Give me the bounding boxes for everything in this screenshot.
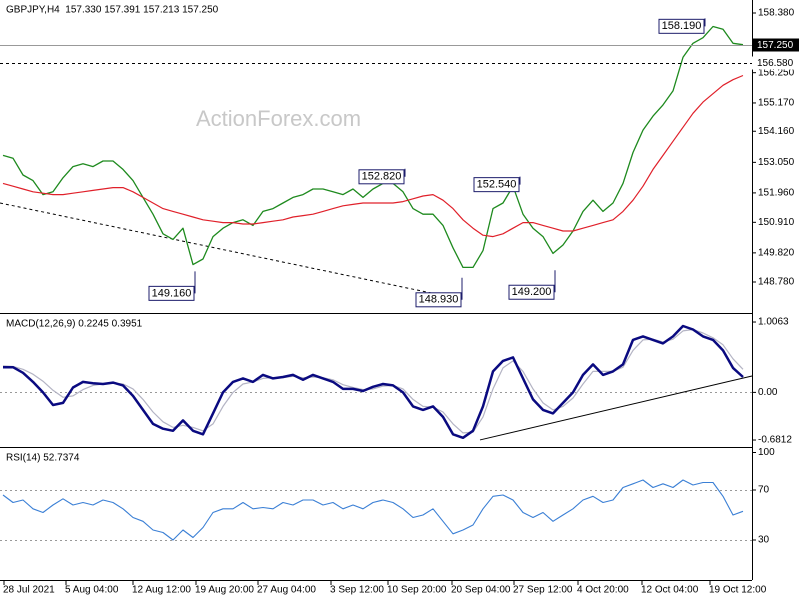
annotation-label: 149.160 — [152, 287, 192, 299]
frame — [0, 0, 753, 581]
annotation-label: 152.820 — [362, 171, 402, 183]
pane-title: RSI(14) 52.7374 — [6, 453, 80, 464]
price-label-box — [752, 56, 799, 70]
y-tick-label: 1.0063 — [758, 317, 789, 328]
annotation-label: 152.540 — [477, 179, 517, 191]
x-tick-label: 4 Oct 20:00 — [577, 585, 629, 596]
x-tick-label: 3 Sep 12:00 — [330, 585, 384, 596]
price-label: 157.250 — [757, 40, 794, 51]
x-tick-label: 20 Sep 04:00 — [451, 585, 511, 596]
y-tick-label: 151.960 — [758, 188, 795, 199]
y-tick-label: 158.380 — [758, 8, 795, 19]
annotation-box — [415, 292, 462, 308]
series-line — [2, 74, 744, 238]
y-tick-label: 155.170 — [758, 98, 795, 109]
x-tick-label: 12 Oct 04:00 — [641, 585, 699, 596]
annotation-box — [148, 285, 195, 301]
x-tick-label: 28 Jul 2021 — [3, 585, 55, 596]
x-tick-label: 10 Sep 20:00 — [387, 585, 447, 596]
series-line — [2, 25, 744, 269]
y-tick-label: 156.250 — [758, 67, 795, 78]
x-tick-label: 19 Oct 12:00 — [709, 585, 767, 596]
x-tick-label: 27 Aug 04:00 — [257, 585, 316, 596]
y-tick-label: 100 — [758, 447, 775, 458]
annotation-box — [508, 284, 555, 300]
series-line — [3, 324, 744, 440]
annotation-label: 158.190 — [662, 20, 702, 32]
y-tick-label: 149.820 — [758, 248, 795, 259]
y-tick-label: 0.00 — [758, 387, 778, 398]
y-tick-label: 148.780 — [758, 277, 795, 288]
pane-title: MACD(12,26,9) 0.2245 0.3951 — [6, 319, 143, 330]
watermark: ActionForex.com — [196, 106, 361, 131]
x-tick-label: 5 Aug 04:00 — [65, 585, 119, 596]
x-tick-label: 12 Aug 12:00 — [132, 585, 191, 596]
trendline — [479, 375, 753, 441]
series-line — [2, 479, 744, 541]
y-tick-label: -0.6812 — [758, 435, 792, 446]
y-tick-label: 153.050 — [758, 157, 795, 168]
x-tick-label: 19 Aug 20:00 — [195, 585, 254, 596]
x-tick-label: 27 Sep 12:00 — [513, 585, 573, 596]
annotation-box — [658, 18, 705, 34]
y-tick-label: 150.910 — [758, 217, 795, 228]
annotation-label: 148.930 — [419, 294, 459, 306]
price-label: 156.580 — [757, 58, 794, 69]
annotation-box — [473, 177, 520, 193]
price-label-box — [752, 38, 799, 52]
y-tick-label: 30 — [758, 535, 770, 546]
pane-title: GBPJPY,H4 157.330 157.391 157.213 157.25… — [6, 5, 219, 16]
annotation-label: 149.200 — [512, 286, 552, 298]
annotation-box — [358, 169, 405, 185]
y-tick-label: 70 — [758, 485, 770, 496]
series-line — [2, 328, 744, 434]
y-tick-label: 154.160 — [758, 126, 795, 137]
